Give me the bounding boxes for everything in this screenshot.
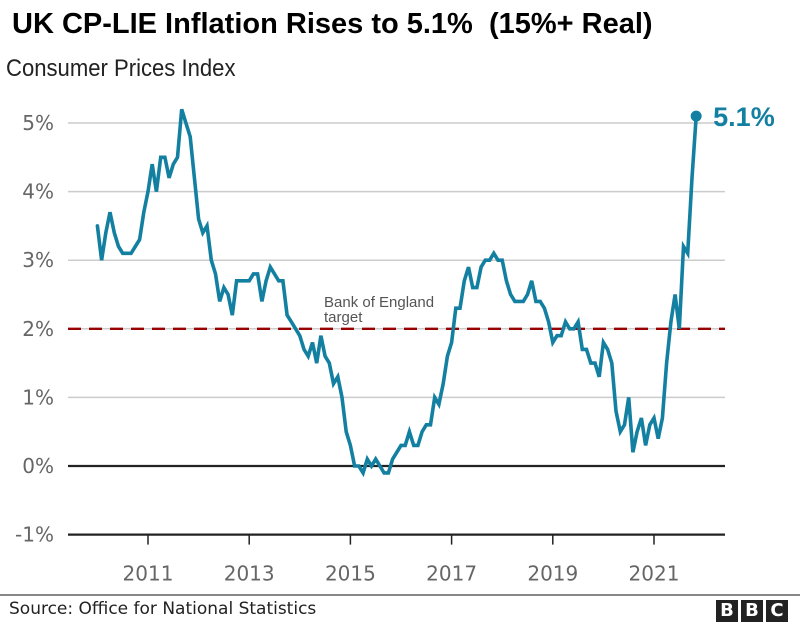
y-tick-label: 5% bbox=[22, 111, 54, 135]
y-tick-label: 1% bbox=[22, 385, 54, 409]
x-tick-label: 2015 bbox=[325, 562, 376, 586]
y-axis-ticks: -1% 0% 1% 2% 3% 4% 5% bbox=[15, 111, 54, 547]
y-tick-label: 3% bbox=[22, 248, 54, 272]
source-note: Source: Office for National Statistics bbox=[9, 599, 317, 619]
series-layer: 5.1% bbox=[95, 102, 775, 478]
x-tick-label: 2011 bbox=[123, 562, 174, 586]
footer-divider bbox=[0, 594, 800, 596]
cpi-series-line bbox=[95, 108, 699, 478]
target-label: target bbox=[324, 309, 363, 326]
bbc-logo: B B C bbox=[716, 600, 788, 622]
x-tick-label: 2013 bbox=[224, 562, 275, 586]
bbc-logo-letter: C bbox=[766, 600, 788, 622]
last-point-marker bbox=[690, 110, 702, 122]
chart-subtitle: Consumer Prices Index bbox=[6, 55, 236, 82]
y-tick-label: -1% bbox=[15, 523, 54, 547]
bbc-logo-letter: B bbox=[741, 600, 763, 622]
chart-title: UK CP-LIE Inflation Rises to 5.1% (15%+ … bbox=[12, 8, 653, 40]
x-tick-label: 2021 bbox=[629, 562, 680, 586]
bbc-logo-letter: B bbox=[716, 600, 738, 622]
y-tick-label: 0% bbox=[22, 454, 54, 478]
target-label: Bank of England bbox=[324, 294, 434, 311]
y-tick-label: 2% bbox=[22, 317, 54, 341]
x-axis-ticks: 2011 2013 2015 2017 2019 2021 bbox=[123, 534, 680, 586]
y-tick-label: 4% bbox=[22, 180, 54, 204]
x-tick-label: 2017 bbox=[426, 562, 477, 586]
last-value-label: 5.1% bbox=[713, 102, 775, 132]
x-tick-label: 2019 bbox=[527, 562, 578, 586]
